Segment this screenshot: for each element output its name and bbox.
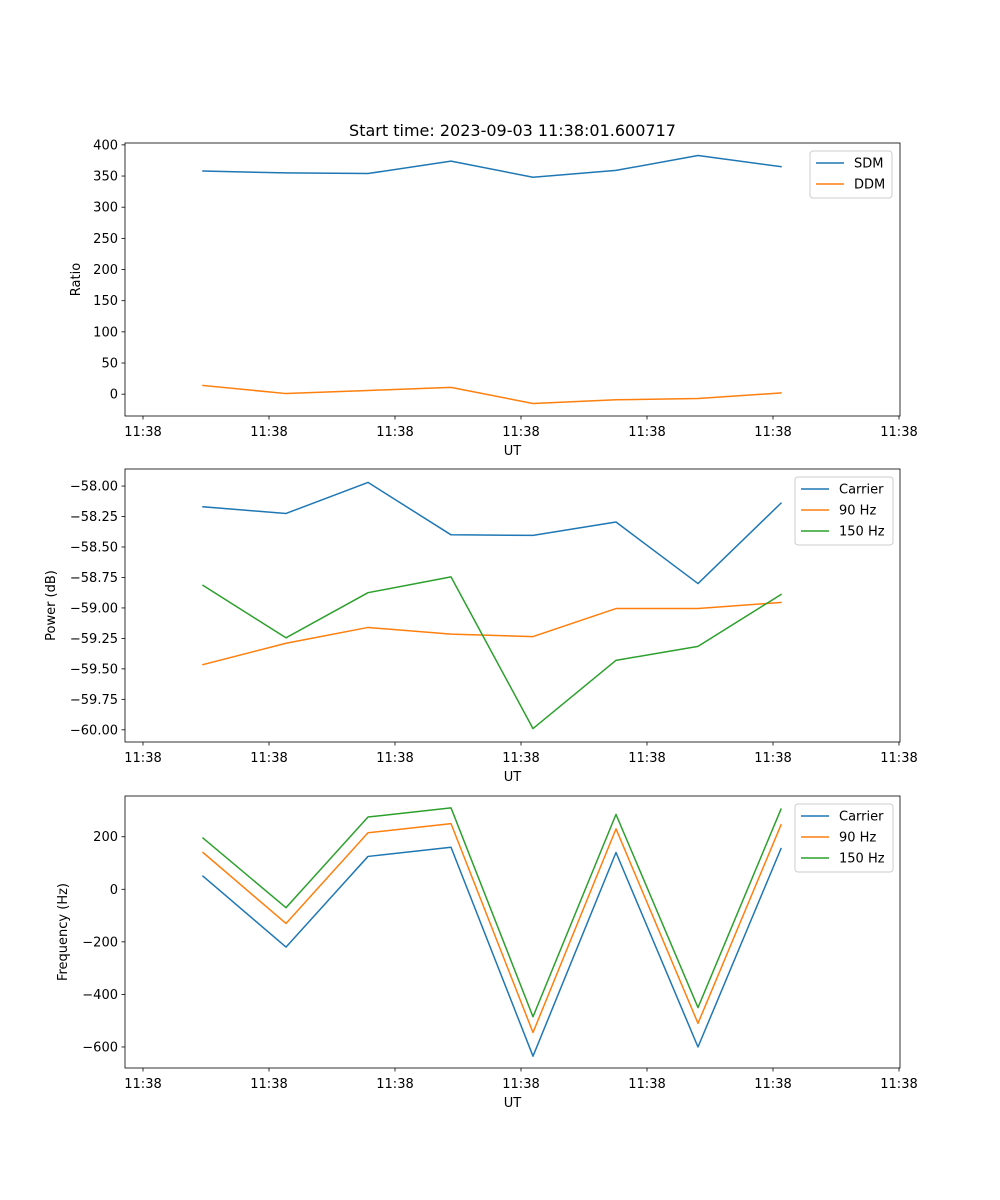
x-tick-label: 11:38: [124, 425, 161, 440]
y-tick-label: −59.00: [70, 601, 118, 616]
y-tick-label: 350: [93, 170, 118, 185]
x-tick-label: 11:38: [250, 425, 287, 440]
legend-entry: Carrier: [839, 810, 884, 825]
x-tick-label: 11:38: [250, 751, 287, 766]
series-line-90-hz: [201, 822, 782, 1034]
x-tick-label: 11:38: [124, 751, 161, 766]
series-line-150-hz: [201, 576, 783, 730]
x-tick-label: 11:38: [376, 1077, 413, 1092]
x-tick-label: 11:38: [376, 751, 413, 766]
y-tick-label: 150: [93, 294, 118, 309]
x-tick-label: 11:38: [376, 425, 413, 440]
y-axis-label: Power (dB): [44, 570, 59, 641]
y-axis-label: Frequency (Hz): [56, 883, 71, 981]
series-line-150-hz: [201, 807, 782, 1018]
legend-entry: 150 Hz: [839, 852, 885, 867]
x-tick-label: 11:38: [628, 751, 665, 766]
y-tick-label: 50: [101, 357, 118, 372]
x-axis-label: UT: [504, 444, 522, 459]
x-tick-label: 11:38: [754, 425, 791, 440]
x-tick-label: 11:38: [628, 1077, 665, 1092]
y-tick-label: −60.00: [70, 723, 118, 738]
y-tick-label: 100: [93, 325, 118, 340]
x-tick-label: 11:38: [880, 1077, 917, 1092]
y-tick-label: −59.50: [70, 662, 118, 677]
x-axis-label: UT: [504, 1096, 522, 1111]
series-line-carrier: [202, 481, 783, 585]
y-tick-label: −58.25: [70, 510, 118, 525]
y-tick-label: 200: [93, 830, 118, 845]
legend-box: [794, 803, 894, 873]
panel-3: 200 0 −200 −400 −600 11:38 11:38 11:38 11:38 11:3…: [56, 795, 918, 1111]
y-tick-label: −59.25: [70, 632, 118, 647]
legend-entry: SDM: [854, 157, 883, 172]
legend: Carrier 90 Hz 150 Hz: [794, 803, 894, 873]
x-tick-label: 11:38: [880, 751, 917, 766]
y-tick-label: −58.50: [70, 541, 118, 556]
y-tick-label: −59.75: [70, 693, 118, 708]
plot-frame: [124, 142, 901, 417]
y-tick-label: 200: [93, 263, 118, 278]
y-tick-label: −400: [82, 988, 118, 1003]
legend-entry: Carrier: [839, 483, 884, 498]
legend-entry: 90 Hz: [839, 831, 876, 846]
plot-frame: [124, 795, 901, 1069]
legend-entry: 150 Hz: [839, 525, 885, 540]
x-tick-label: 11:38: [502, 1077, 539, 1092]
y-tick-label: 0: [110, 388, 118, 403]
y-tick-label: −58.00: [70, 480, 118, 495]
x-tick-label: 11:38: [502, 425, 539, 440]
x-tick-label: 11:38: [250, 1077, 287, 1092]
series-line-sdm: [202, 154, 782, 179]
x-tick-label: 11:38: [502, 751, 539, 766]
y-tick-label: 250: [93, 232, 118, 247]
chart-title: Start time: 2023-09-03 11:38:01.600717: [349, 121, 676, 140]
y-tick-label: 400: [93, 138, 118, 153]
x-axis-label: UT: [504, 770, 522, 785]
y-axis-label: Ratio: [69, 263, 84, 296]
y-tick-label: −600: [82, 1040, 118, 1055]
x-tick-label: 11:38: [628, 425, 665, 440]
panel-1: 0 50 100 150 200 250 300 350 400 11:38 11:38 11:38 1…: [69, 138, 918, 459]
y-tick-label: 0: [110, 883, 118, 898]
legend: SDM DDM: [809, 150, 893, 199]
series-line-90-hz: [202, 601, 782, 666]
y-tick-label: 300: [93, 201, 118, 216]
y-tick-label: −200: [82, 935, 118, 950]
legend-entry: 90 Hz: [839, 504, 876, 519]
panel-2: −58.00 −58.25 −58.50 −58.75 −59.00 −59.25 −59.…: [44, 468, 918, 785]
x-tick-label: 11:38: [754, 1077, 791, 1092]
plot-frame: [124, 468, 901, 743]
y-tick-label: −58.75: [70, 571, 118, 586]
series-line-ddm: [202, 384, 782, 405]
legend: Carrier 90 Hz 150 Hz: [794, 476, 894, 546]
legend-entry: DDM: [854, 178, 885, 193]
legend-box: [794, 476, 894, 546]
x-tick-label: 11:38: [754, 751, 791, 766]
x-tick-label: 11:38: [880, 425, 917, 440]
x-tick-label: 11:38: [124, 1077, 161, 1092]
series-line-carrier: [201, 846, 782, 1057]
